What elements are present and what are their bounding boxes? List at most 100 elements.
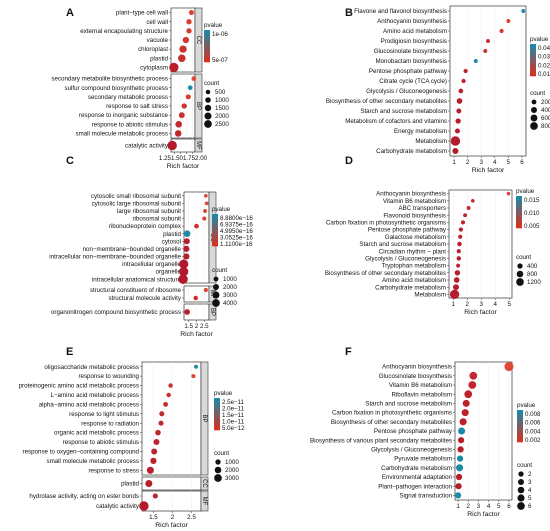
- term-label: secondary metabolite biosynthetic proces…: [51, 76, 168, 83]
- size-legend-dot: [213, 276, 219, 282]
- size-legend-title: count: [517, 462, 532, 469]
- data-point: [458, 234, 463, 239]
- data-point: [188, 10, 194, 16]
- color-legend-title: pvalue: [517, 402, 536, 409]
- data-point: [183, 253, 190, 260]
- colorbar-segment: [212, 218, 218, 221]
- colorbar-segment: [212, 222, 218, 225]
- size-legend-label: 4000: [223, 300, 237, 307]
- term-label: Monobactam biosynthesis: [375, 58, 447, 65]
- term-label: organic acid metabolic process: [54, 430, 139, 437]
- term-label: Metabolism: [415, 138, 447, 145]
- colorbar-segment: [517, 424, 523, 427]
- data-point: [486, 39, 490, 43]
- term-label: organelle: [156, 269, 182, 276]
- colorbar-label: 0.004: [525, 428, 541, 435]
- term-label: L−amino acid metabolic process: [50, 392, 139, 399]
- colorbar-segment: [212, 236, 218, 239]
- colorbar-segment: [516, 224, 522, 227]
- colorbar-segment: [204, 54, 210, 57]
- colorbar-segment: [517, 428, 523, 431]
- colorbar-segment: [517, 432, 523, 435]
- term-label: Starch and sucrose metabolism: [365, 401, 452, 408]
- data-point: [194, 364, 198, 369]
- colorbar-segment: [212, 228, 218, 231]
- colorbar-segment: [212, 234, 218, 237]
- size-legend-dot: [517, 494, 525, 502]
- size-legend-label: 500: [215, 89, 226, 96]
- colorbar-segment: [516, 200, 522, 203]
- colorbar-segment: [212, 224, 218, 227]
- size-legend-label: 400: [527, 263, 538, 270]
- colorbar-segment: [517, 440, 523, 443]
- size-legend-label: 2500: [215, 121, 229, 128]
- colorbar-segment: [204, 36, 210, 39]
- data-point: [193, 295, 198, 301]
- term-label: intracellular non−membrane−bounded organ…: [49, 254, 181, 261]
- term-label: Amino acid metabolism: [382, 277, 446, 284]
- colorbar-segment: [517, 436, 523, 439]
- colorbar-segment: [204, 42, 210, 45]
- term-label: hydrolase activity, acting on ester bond…: [29, 493, 139, 500]
- colorbar-segment: [517, 410, 523, 413]
- colorbar-segment: [204, 38, 210, 41]
- x-tick-label: 5: [507, 159, 511, 166]
- term-label: proteinogenic amino acid metabolic proce…: [19, 383, 139, 390]
- term-label: Signal transduction: [399, 493, 452, 500]
- colorbar-segment: [516, 216, 522, 219]
- color-legend-title: pvalue: [516, 188, 535, 195]
- data-point: [459, 418, 467, 426]
- term-label: Pyruvate metabolism: [394, 456, 452, 463]
- colorbar-segment: [530, 68, 536, 71]
- data-point: [456, 98, 463, 104]
- data-point: [456, 263, 461, 268]
- data-point: [204, 201, 209, 206]
- term-label: Circadian rhythm − plant: [379, 248, 447, 255]
- data-point: [457, 446, 464, 453]
- colorbar-label: 0.02: [538, 62, 550, 69]
- term-label: Energy metabolism: [394, 128, 447, 135]
- term-label: Anthocyanin biosynthesis: [376, 191, 446, 198]
- facet-strip: [200, 490, 209, 512]
- data-point: [506, 19, 511, 23]
- size-legend-dot: [517, 486, 525, 494]
- colorbar-segment: [516, 212, 522, 215]
- data-point: [453, 284, 459, 291]
- term-label: Flavonoid biosynthesis: [383, 212, 446, 219]
- term-label: plastid: [150, 55, 168, 62]
- size-legend-dot: [204, 120, 212, 128]
- facet-label: CC: [195, 36, 201, 45]
- term-label: Carbohydrate metabolism: [376, 148, 447, 155]
- colorbar-segment: [214, 416, 220, 419]
- data-point: [455, 118, 461, 124]
- term-label: alpha−amino acid metabolic process: [39, 401, 139, 408]
- data-point: [168, 383, 173, 388]
- panel-letter: B: [345, 7, 353, 19]
- term-label: Pentose phosphate pathway: [374, 428, 453, 435]
- term-label: Glycolysis / Gluconeogenesis: [365, 256, 446, 263]
- term-label: response to radiation: [81, 420, 139, 427]
- facet-label: BP: [195, 102, 201, 110]
- colorbar-segment: [212, 244, 218, 247]
- colorbar-segment: [516, 214, 522, 217]
- color-legend-title: pvalue: [530, 36, 549, 43]
- plot-frame: [141, 361, 202, 476]
- data-point: [166, 392, 171, 398]
- x-tick-label: 1: [451, 301, 455, 308]
- size-legend-dot: [214, 474, 222, 482]
- term-label: Prodigiosin biosynthesis: [381, 38, 447, 45]
- term-label: response to abiotic stimulus: [63, 439, 139, 446]
- data-point: [521, 9, 526, 13]
- data-point: [191, 76, 197, 81]
- term-label: Biosynthesis of other secondary metaboli…: [325, 270, 446, 277]
- data-point: [454, 492, 462, 499]
- size-legend-dot: [516, 270, 524, 278]
- colorbar-segment: [530, 52, 536, 55]
- data-point: [178, 274, 188, 284]
- data-point: [457, 241, 462, 247]
- colorbar-segment: [204, 48, 210, 51]
- data-point: [158, 420, 164, 426]
- colorbar-segment: [212, 226, 218, 229]
- facet-label: CC: [209, 233, 215, 242]
- term-label: ribonucleoprotein complex: [109, 223, 182, 230]
